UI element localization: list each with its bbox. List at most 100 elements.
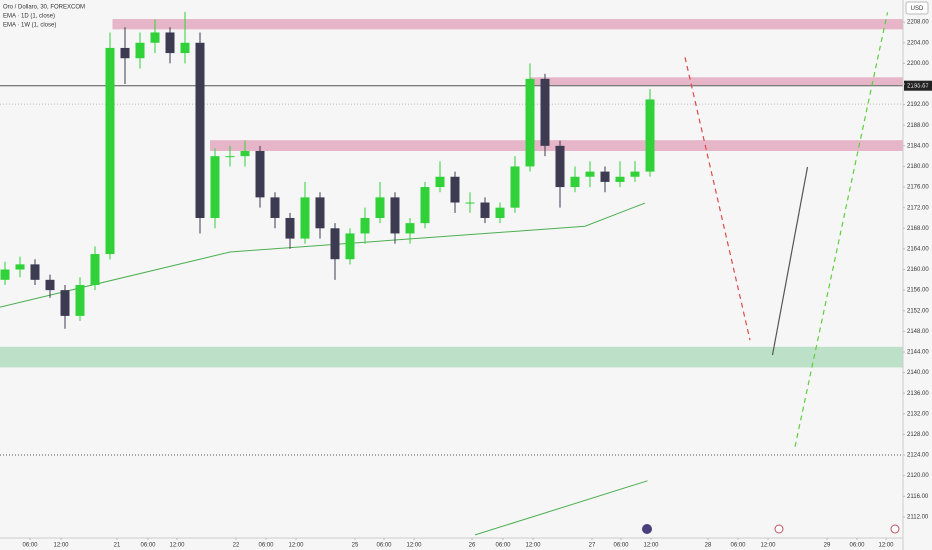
candle-body	[105, 47, 115, 255]
x-tick-label: 12:00	[878, 543, 894, 549]
currency: USD	[911, 6, 924, 12]
candle-body	[390, 197, 400, 234]
x-tick-label: 12:00	[643, 543, 659, 549]
candle-body	[630, 171, 640, 177]
candle-body	[375, 197, 385, 218]
y-tick-label: 2136.00	[907, 391, 929, 397]
candle-body	[90, 254, 100, 285]
candle-body	[300, 197, 310, 239]
event-icon[interactable]	[642, 524, 652, 534]
candle-body	[30, 264, 40, 280]
candle-body	[225, 156, 235, 158]
y-tick-label: 2152.00	[907, 308, 929, 314]
candle-body	[450, 176, 460, 203]
y-tick-label: 2180.00	[907, 164, 929, 170]
candle-body	[345, 233, 355, 260]
legend-entry: EMA · 1D (1, close)	[3, 14, 55, 20]
y-tick-label: 2192.00	[907, 102, 929, 108]
y-tick-label: 2124.00	[907, 453, 929, 459]
candle-body	[285, 217, 295, 239]
x-tick-label: 06:00	[730, 543, 746, 549]
candle-body	[45, 279, 55, 291]
currency-box[interactable]	[905, 1, 929, 15]
candle-body	[510, 166, 520, 208]
candle-body	[120, 47, 130, 59]
y-tick-label: 2208.00	[907, 20, 929, 26]
y-tick-label: 2128.00	[907, 432, 929, 438]
x-tick-label: 27	[589, 543, 596, 549]
x-tick-label: 12:00	[525, 543, 541, 549]
ema-line	[0, 202, 646, 308]
x-tick-label: 12:00	[53, 543, 69, 549]
x-tick-label: 06:00	[613, 543, 629, 549]
zone	[530, 77, 903, 86]
candle-body	[600, 171, 610, 182]
candle-body	[645, 99, 655, 172]
event-icon[interactable]	[774, 524, 784, 534]
candle-body	[570, 176, 580, 188]
y-tick-label: 2116.00	[907, 494, 929, 500]
candle-body	[420, 187, 430, 224]
y-tick-label: 2160.00	[907, 267, 929, 273]
trend-arrow	[794, 12, 889, 447]
candle-body	[135, 42, 145, 59]
candle-body	[540, 78, 550, 146]
zone	[0, 346, 903, 368]
x-tick-label: 06:00	[22, 543, 38, 549]
x-tick-label: 06:00	[495, 543, 511, 549]
candle-body	[555, 145, 565, 188]
x-tick-label: 12:00	[406, 543, 422, 549]
candle-body	[405, 223, 415, 234]
plot	[0, 11, 903, 536]
y-tick-label: 2188.00	[907, 123, 929, 129]
candle-body	[210, 156, 220, 218]
x-tick-label: 29	[824, 543, 831, 549]
y-tick-label: 2172.00	[907, 205, 929, 211]
candle-body	[585, 171, 595, 177]
candle-body	[255, 150, 265, 198]
price-label: 2195.67	[907, 83, 929, 89]
ema-line	[474, 480, 648, 536]
candle-body	[480, 202, 490, 218]
x-tick-label: 25	[352, 543, 359, 549]
candle-body	[615, 176, 625, 182]
x-tick-label: 22	[233, 543, 240, 549]
candle-body	[315, 197, 325, 229]
x-tick-label: 28	[705, 543, 712, 549]
candle-body	[495, 207, 505, 218]
event-icon[interactable]	[890, 524, 900, 534]
y-tick-label: 2204.00	[907, 40, 929, 46]
y-tick-label: 2184.00	[907, 143, 929, 149]
candle-body	[360, 217, 370, 234]
zone	[210, 140, 903, 151]
trend-arrow	[684, 57, 751, 341]
candle-body	[525, 78, 535, 167]
price-label-box	[904, 80, 932, 91]
legend-entry: EMA · 1W (1, close)	[3, 23, 56, 29]
y-tick-label: 2168.00	[907, 226, 929, 232]
candle-body	[60, 290, 70, 316]
y-tick-label: 2132.00	[907, 411, 929, 417]
x-tick-label: 12:00	[760, 543, 776, 549]
y-tick-label: 2144.00	[907, 350, 929, 356]
zone	[112, 19, 903, 30]
candle-body	[150, 32, 160, 43]
y-tick-label: 2156.00	[907, 288, 929, 294]
candle-body	[165, 32, 175, 54]
candle-body	[465, 202, 475, 204]
y-tick-label: 2176.00	[907, 185, 929, 191]
y-tick-label: 2164.00	[907, 246, 929, 252]
candle-body	[180, 42, 190, 54]
x-tick-label: 06:00	[849, 543, 865, 549]
candle-body	[0, 269, 10, 280]
candle-body	[75, 284, 85, 316]
candle-body	[270, 197, 280, 218]
candle-body	[330, 228, 340, 260]
y-tick-label: 2112.00	[907, 514, 929, 520]
x-tick-label: 21	[114, 543, 121, 549]
candle-body	[195, 42, 205, 218]
y-tick-label: 2200.00	[907, 61, 929, 67]
y-tick-label: 2148.00	[907, 329, 929, 335]
